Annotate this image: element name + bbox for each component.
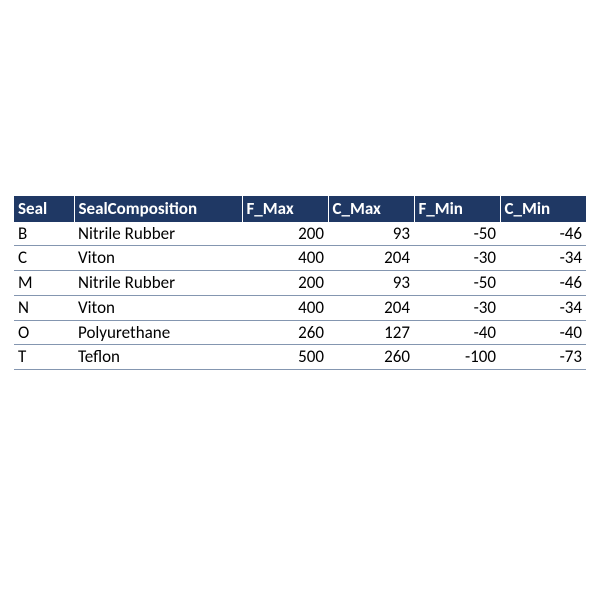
table-row: MNitrile Rubber20093-50-46 [14,271,586,296]
cell-fmin: -50 [414,271,500,296]
cell-fmin: -100 [414,345,500,370]
cell-cmax: 204 [328,295,414,320]
col-header-comp: SealComposition [74,196,242,222]
cell-fmax: 200 [242,271,328,296]
col-header-fmin: F_Min [414,196,500,222]
cell-fmin: -30 [414,246,500,271]
cell-cmin: -34 [500,246,586,271]
cell-seal: N [14,295,74,320]
table-row: BNitrile Rubber20093-50-46 [14,222,586,246]
cell-cmin: -73 [500,345,586,370]
seal-table-container: SealSealCompositionF_MaxC_MaxF_MinC_Min … [14,196,586,370]
col-header-fmax: F_Max [242,196,328,222]
seal-table: SealSealCompositionF_MaxC_MaxF_MinC_Min … [14,196,586,370]
cell-fmax: 400 [242,246,328,271]
cell-fmin: -40 [414,320,500,345]
cell-comp: Viton [74,295,242,320]
cell-cmax: 93 [328,222,414,246]
table-row: OPolyurethane260127-40-40 [14,320,586,345]
cell-comp: Nitrile Rubber [74,271,242,296]
cell-fmin: -50 [414,222,500,246]
cell-comp: Nitrile Rubber [74,222,242,246]
cell-cmin: -46 [500,222,586,246]
col-header-cmax: C_Max [328,196,414,222]
table-row: CViton400204-30-34 [14,246,586,271]
cell-cmin: -40 [500,320,586,345]
col-header-cmin: C_Min [500,196,586,222]
cell-cmax: 260 [328,345,414,370]
cell-fmin: -30 [414,295,500,320]
cell-seal: B [14,222,74,246]
cell-seal: C [14,246,74,271]
cell-cmax: 93 [328,271,414,296]
cell-seal: M [14,271,74,296]
cell-cmax: 204 [328,246,414,271]
cell-cmax: 127 [328,320,414,345]
cell-cmin: -46 [500,271,586,296]
cell-cmin: -34 [500,295,586,320]
cell-comp: Polyurethane [74,320,242,345]
table-header-row: SealSealCompositionF_MaxC_MaxF_MinC_Min [14,196,586,222]
cell-comp: Viton [74,246,242,271]
cell-seal: O [14,320,74,345]
table-row: TTeflon500260-100-73 [14,345,586,370]
col-header-seal: Seal [14,196,74,222]
cell-fmax: 200 [242,222,328,246]
cell-comp: Teflon [74,345,242,370]
table-row: NViton400204-30-34 [14,295,586,320]
cell-fmax: 260 [242,320,328,345]
cell-fmax: 400 [242,295,328,320]
cell-seal: T [14,345,74,370]
cell-fmax: 500 [242,345,328,370]
